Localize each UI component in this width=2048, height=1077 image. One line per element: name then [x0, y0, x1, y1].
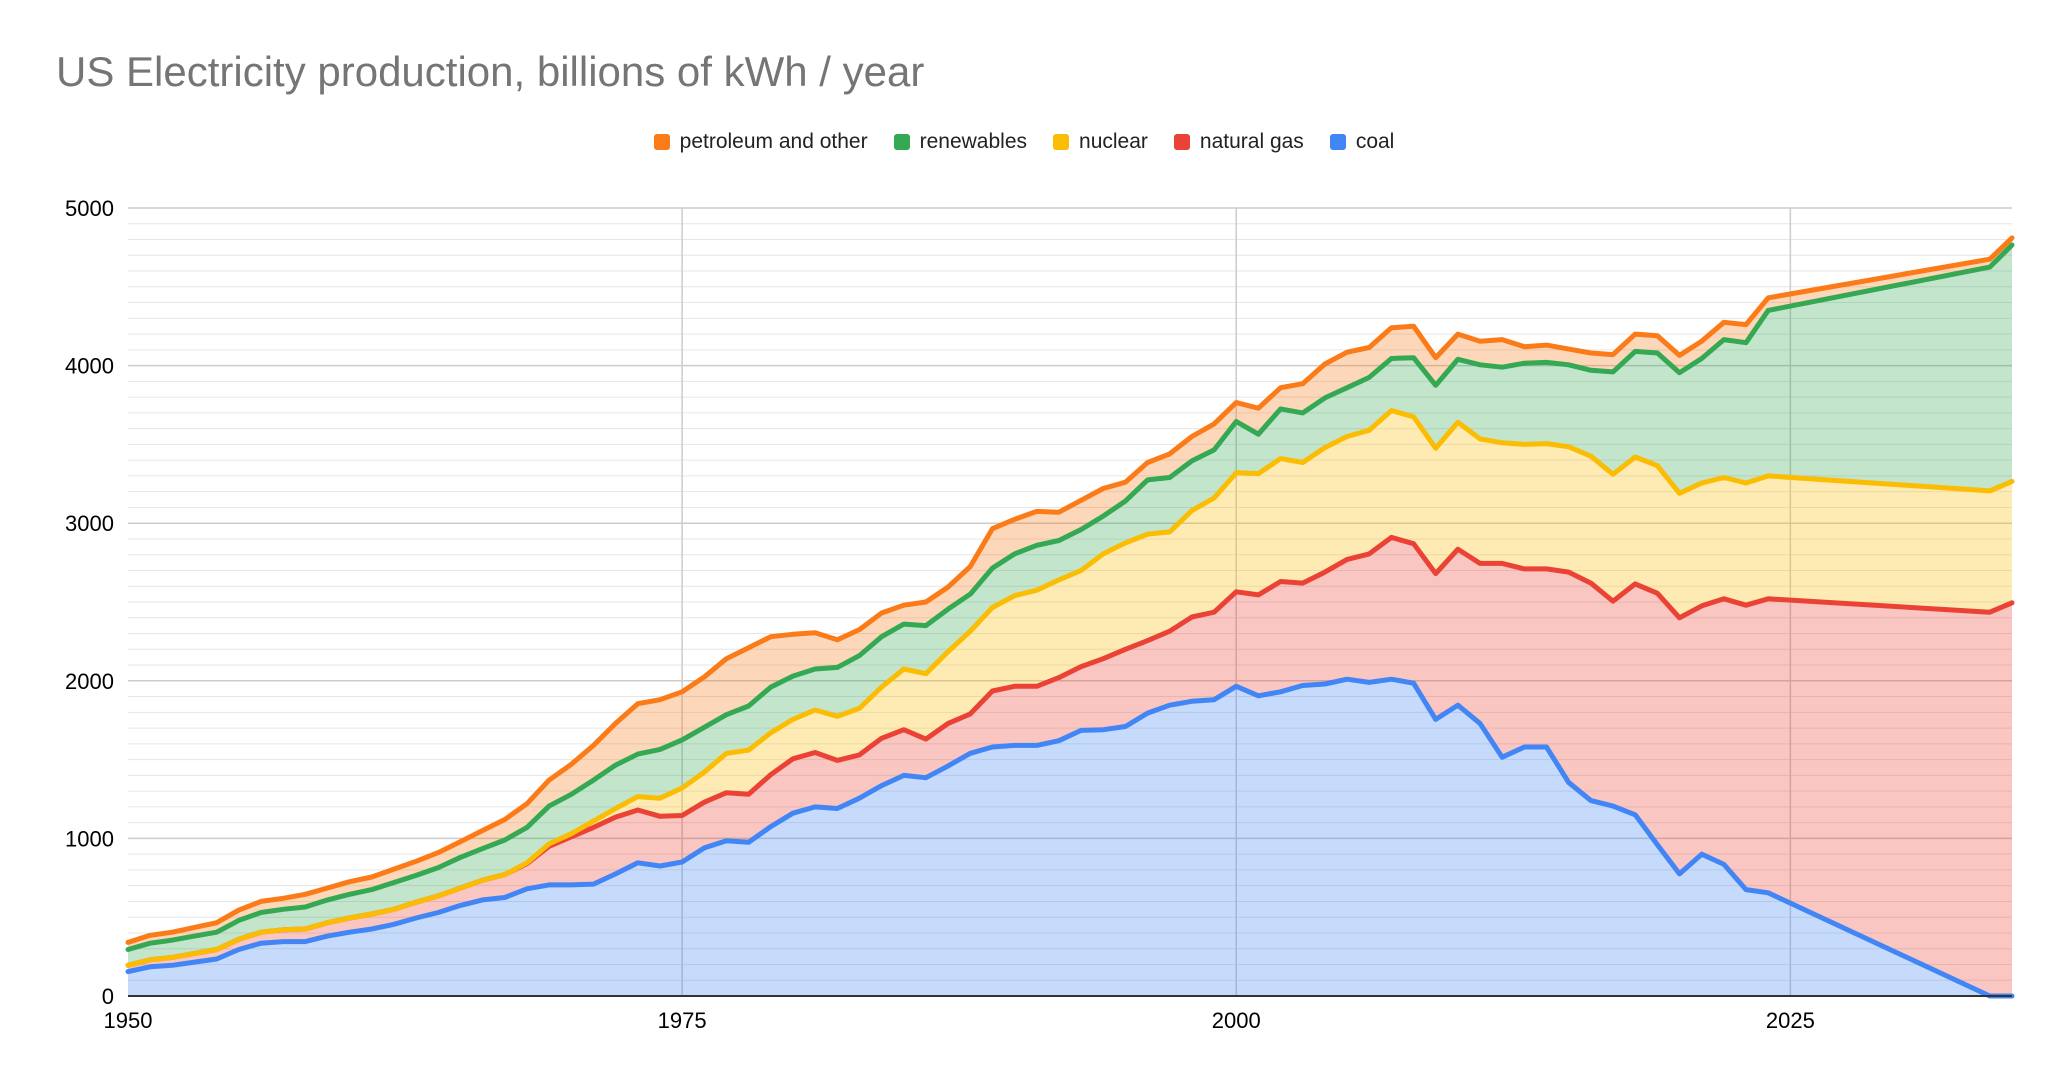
x-tick-label: 1975 [658, 1008, 707, 1033]
line-petroleum-and-other [125, 235, 2015, 945]
legend-label-coal: coal [1355, 130, 1395, 153]
series-lines [125, 235, 2015, 999]
legend-label-petroleum: petroleum and other [679, 130, 868, 153]
legend-item-nuclear[interactable]: nuclear [1053, 130, 1148, 154]
area-renewables [128, 245, 2012, 966]
y-tick-label: 0 [102, 984, 114, 1009]
y-tick-label: 3000 [65, 511, 114, 536]
line-coal [125, 676, 2015, 999]
gridlines [128, 207, 2012, 996]
y-tick-label: 4000 [65, 354, 114, 379]
legend-label-renewables: renewables [919, 130, 1028, 153]
x-tick-label: 1950 [104, 1008, 153, 1033]
x-tick-label: 2025 [1766, 1008, 1815, 1033]
legend-swatch-petroleum [653, 134, 670, 150]
area-coal [128, 679, 2012, 996]
axes: 0 1000 2000 3000 4000 5000 1950 1975 2000 2025 [65, 196, 2012, 1033]
area-layers [128, 237, 2012, 996]
legend-item-renewables[interactable]: renewables [893, 130, 1028, 154]
legend: petroleum and other renewables nuclear n… [0, 130, 2048, 154]
y-tick-label: 1000 [65, 826, 114, 851]
area-petroleum-and-other [128, 237, 2012, 950]
y-tick-label: 5000 [65, 196, 114, 221]
area-nuclear [128, 410, 2012, 966]
legend-swatch-nuclear [1053, 134, 1070, 150]
chart-title: US Electricity production, billions of k… [56, 48, 925, 95]
legend-item-coal[interactable]: coal [1329, 130, 1395, 154]
legend-swatch-renewables [893, 134, 910, 150]
x-tick-label: 2000 [1212, 1008, 1261, 1033]
line-renewables [125, 242, 2015, 952]
line-nuclear [125, 408, 2015, 968]
legend-swatch-coal [1329, 134, 1346, 150]
legend-swatch-natural-gas [1173, 134, 1190, 150]
legend-label-nuclear: nuclear [1079, 130, 1148, 153]
legend-label-natural-gas: natural gas [1199, 130, 1304, 153]
y-tick-label: 2000 [65, 669, 114, 694]
legend-item-natural-gas[interactable]: natural gas [1173, 130, 1304, 154]
legend-item-petroleum[interactable]: petroleum and other [653, 130, 868, 154]
